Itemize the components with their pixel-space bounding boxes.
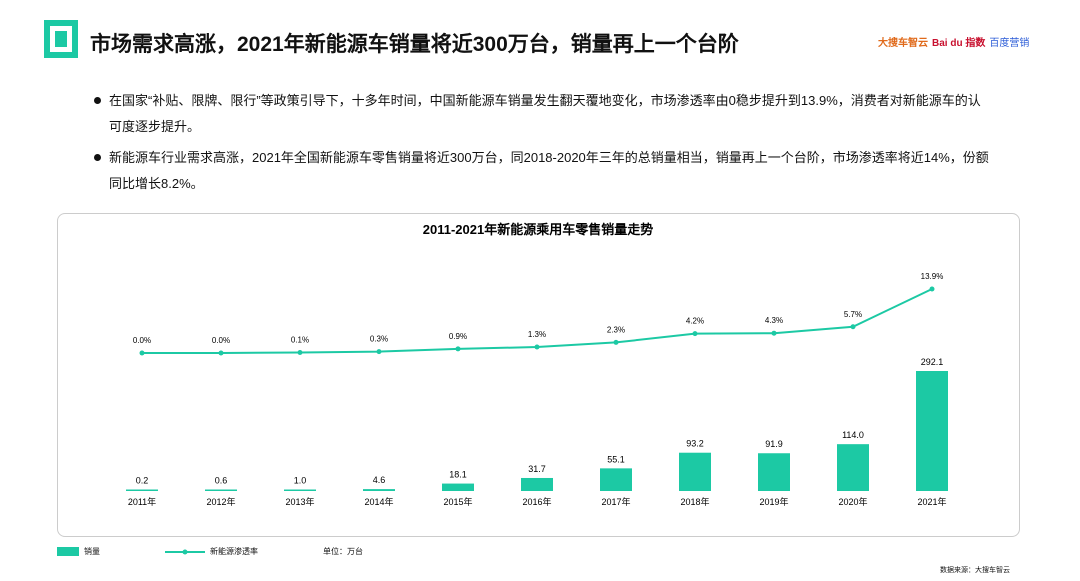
brand-logo: 大搜车智云	[878, 38, 928, 49]
bar	[205, 489, 237, 491]
bar-label: 4.6	[373, 475, 386, 485]
legend-bar: 销量	[57, 546, 100, 557]
line-label: 2.3%	[607, 325, 625, 334]
x-tick-label: 2015年	[443, 496, 472, 507]
line-series	[142, 288, 933, 354]
line-label: 0.9%	[449, 332, 467, 341]
legend-line: 新能源渗透率	[165, 546, 258, 557]
x-tick-label: 2018年	[680, 496, 709, 507]
bar-label: 91.9	[765, 439, 783, 449]
line-label: 4.2%	[686, 317, 704, 326]
legend-label: 销量	[84, 547, 100, 556]
bar-label: 292.1	[921, 357, 944, 367]
legend-label: 新能源渗透率	[210, 547, 258, 556]
x-tick-label: 2019年	[759, 496, 788, 507]
line-point	[929, 286, 935, 292]
bar	[837, 444, 869, 491]
brand-logo: 百度营销	[989, 38, 1030, 49]
x-tick-label: 2011年	[128, 496, 156, 507]
x-tick-label: 2021年	[917, 496, 946, 507]
bar-label: 93.2	[686, 439, 704, 449]
bar-label: 114.0	[842, 430, 864, 440]
line-label: 0.0%	[212, 336, 230, 345]
bullet-list: 在国家“补贴、限牌、限行”等政策引导下，十多年时间，中国新能源车销量发生翻天覆地…	[92, 88, 992, 202]
bar	[442, 483, 474, 491]
bar	[521, 477, 553, 491]
chart-title: 2011-2021年新能源乘用车零售销量走势	[423, 222, 653, 237]
legend-swatch	[57, 547, 79, 556]
line-point	[613, 339, 619, 345]
bar	[916, 371, 948, 491]
chart-container: 2011-2021年新能源乘用车零售销量走势 0.2 2011年 0.6 2012年 1.…	[57, 213, 1020, 537]
chart: 2011-2021年新能源乘用车零售销量走势 0.2 2011年 0.6 2012年 1.…	[126, 222, 948, 507]
bar-label: 55.1	[607, 454, 625, 464]
x-tick-label: 2020年	[838, 496, 867, 507]
line-label: 0.1%	[291, 336, 309, 345]
line-label: 13.9%	[921, 272, 944, 281]
line-point	[534, 344, 540, 350]
line-point	[771, 330, 777, 336]
logo-icon	[44, 20, 78, 58]
bar-label: 31.7	[528, 464, 546, 474]
unit-label: 单位：万台	[323, 547, 363, 556]
line-label: 0.0%	[133, 336, 151, 345]
line-point	[850, 324, 856, 330]
bar	[758, 453, 790, 491]
bullet-item: 在国家“补贴、限牌、限行”等政策引导下，十多年时间，中国新能源车销量发生翻天覆地…	[92, 88, 992, 140]
bullet-item: 新能源车行业需求高涨，2021年全国新能源车零售销量将近300万台，同2018-…	[92, 145, 992, 197]
bar-label: 18.1	[449, 470, 467, 480]
line-point	[692, 331, 698, 337]
line-label: 4.3%	[765, 316, 783, 325]
line-label: 5.7%	[844, 310, 862, 319]
x-tick-label: 2017年	[601, 496, 630, 507]
x-tick-label: 2012年	[206, 496, 235, 507]
x-tick-label: 2014年	[364, 496, 393, 507]
line-point	[297, 350, 303, 356]
line-label: 1.3%	[528, 330, 546, 339]
x-tick-label: 2016年	[522, 496, 551, 507]
source-note: 数据来源：大搜车智云	[940, 567, 1010, 574]
line-point	[218, 350, 224, 356]
bar	[126, 489, 158, 491]
legend-line-icon	[165, 549, 205, 554]
bar-label: 0.2	[136, 476, 149, 486]
line-point	[376, 349, 382, 355]
page-title: 市场需求高涨，2021年新能源车销量将近300万台，销量再上一个台阶	[90, 33, 739, 56]
bar	[363, 489, 395, 491]
bar	[679, 452, 711, 491]
bar-label: 0.6	[215, 476, 228, 486]
brand-logos: 大搜车智云 Bai du 指数 百度营销	[878, 34, 1029, 49]
line-point	[139, 350, 145, 356]
bar	[600, 468, 632, 491]
brand-logo: Bai du 指数	[932, 38, 986, 49]
bar-label: 1.0	[294, 476, 307, 486]
bar	[284, 489, 316, 491]
line-label: 0.3%	[370, 335, 388, 344]
line-point	[455, 346, 461, 352]
x-tick-label: 2013年	[285, 496, 314, 507]
